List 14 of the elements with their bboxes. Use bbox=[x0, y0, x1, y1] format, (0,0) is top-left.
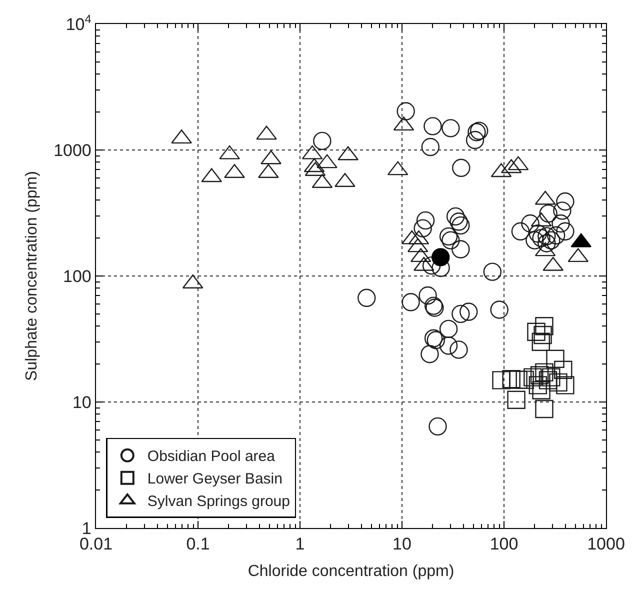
x-axis-title: Chloride concentration (ppm) bbox=[248, 563, 454, 580]
legend-label: Sylvan Springs group bbox=[147, 493, 290, 510]
y-tick-label: 1000 bbox=[54, 140, 92, 160]
x-tick-label: 10 bbox=[392, 534, 412, 554]
x-tick-label: 100 bbox=[490, 534, 518, 554]
y-axis-title: Sulphate concentration (ppm) bbox=[24, 171, 41, 381]
y-tick-label: 10$^{4}$ bbox=[66, 12, 92, 34]
x-tick-label: 1000 bbox=[587, 534, 625, 554]
x-tick-label: 0.1 bbox=[186, 534, 210, 554]
x-tick-label: 1 bbox=[295, 534, 305, 554]
y-tick-label: 100 bbox=[63, 266, 92, 286]
legend-label: Lower Geyser Basin bbox=[147, 470, 282, 488]
legend-label: Obsidian Pool area bbox=[147, 448, 276, 466]
y-tick-label: 10 bbox=[72, 392, 92, 412]
